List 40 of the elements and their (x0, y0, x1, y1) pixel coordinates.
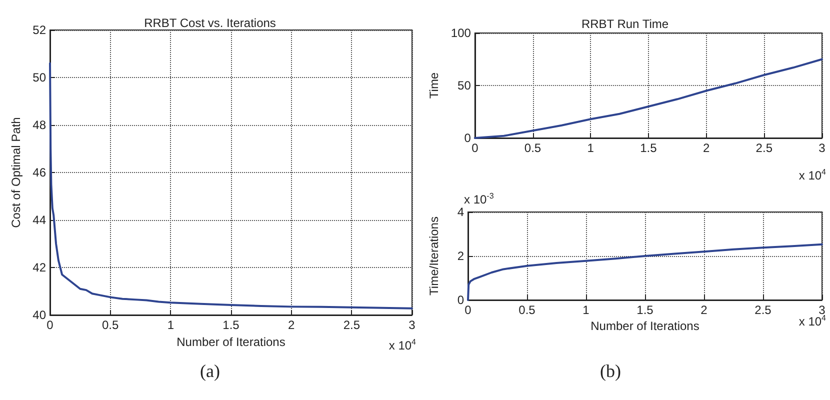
x-tick-label: 0.5 (518, 303, 536, 317)
line-series (49, 62, 413, 310)
y-tick-label: 40 (32, 308, 46, 322)
y-axis-title: Time/Iterations (427, 216, 441, 296)
x-tick-label: 2 (288, 318, 295, 332)
x-tick-label: 2.5 (756, 141, 773, 155)
y-tick-label: 0 (464, 131, 472, 145)
x-axis-title: Number of Iterations (590, 319, 700, 333)
x-tick-label: 1 (167, 318, 174, 332)
y-tick-label: 42 (32, 260, 46, 274)
y-tick-label: 50 (32, 70, 46, 84)
y-tick-label: 4 (457, 205, 464, 219)
x-axis-title: Number of Iterations (176, 334, 286, 349)
x-tick-label: 1.5 (636, 303, 654, 317)
y-tick-label: 100 (450, 26, 472, 40)
x-tick-label: 2 (700, 303, 708, 317)
chart-title: RRBT Run Time (581, 17, 669, 31)
y-tick-label: 52 (32, 23, 46, 37)
y-tick-label: 2 (457, 249, 464, 263)
text: (b) (600, 361, 621, 381)
x-tick-label: 0.5 (524, 141, 542, 155)
x-tick-label: 1 (587, 141, 594, 155)
x-tick-label: 0.5 (102, 318, 119, 332)
x-tick-label: 2.5 (754, 303, 772, 317)
text: (a) (200, 361, 220, 381)
x-tick-label: 1 (582, 303, 590, 317)
y-tick-label: 48 (32, 118, 46, 132)
y-tick-label: 44 (32, 213, 46, 227)
x-tick-label: 2.5 (343, 318, 360, 332)
x-tick-label: 3 (408, 318, 416, 332)
x-tick-label: 2 (702, 141, 710, 155)
x-tick-label: 3 (818, 141, 826, 155)
y-tick-label: 0 (457, 293, 464, 307)
chart-title: RRBT Cost vs. Iterations (144, 16, 276, 30)
x-tick-label: 1.5 (222, 318, 240, 332)
y-axis-title: Cost of Optimal Path (8, 117, 23, 228)
y-tick-label: 50 (458, 78, 472, 92)
y-axis-title: Time (427, 72, 441, 99)
x-tick-label: 1.5 (640, 141, 658, 155)
y-tick-label: 46 (32, 166, 46, 180)
